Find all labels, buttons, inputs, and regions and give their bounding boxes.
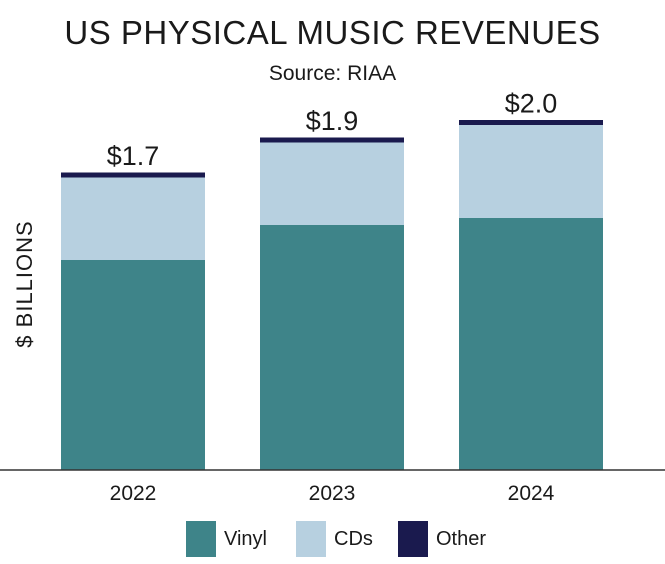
legend-label-other: Other [436,527,487,550]
total-label-2023: $1.9 [306,106,359,136]
legend: Vinyl CDs Other [0,521,665,561]
chart-title: US PHYSICAL MUSIC REVENUES [64,14,601,51]
legend-item-other: Other [398,521,486,557]
x-tick-2022: 2022 [110,482,157,505]
bar-cds-2024 [459,123,603,218]
legend-swatch-vinyl [186,521,216,557]
bar-vinyl-2024 [459,218,603,470]
bar-other-2024 [459,120,603,125]
bar-cds-2022 [61,176,205,260]
bar-vinyl-2023 [260,225,404,470]
total-label-2024: $2.0 [505,89,558,119]
x-tick-2024: 2024 [508,482,555,505]
legend-label-cds: CDs [334,527,373,550]
legend-item-vinyl: Vinyl [186,521,267,557]
legend-label-vinyl: Vinyl [224,527,267,550]
total-label-2022: $1.7 [107,141,160,171]
legend-swatch-cds [296,521,326,557]
chart-subtitle: Source: RIAA [268,62,397,85]
bar-other-2022 [61,172,205,178]
x-tick-2023: 2023 [309,482,356,505]
legend-swatch-other [398,521,428,557]
bar-cds-2023 [260,141,404,225]
y-axis-label: $ BILLIONS [12,220,37,347]
chart-area: $ BILLIONS $1.7 2022 $1.9 2023 $2.0 2024 [0,89,665,505]
legend-item-cds: CDs [296,521,373,557]
bar-vinyl-2022 [61,260,205,470]
bar-other-2023 [260,137,404,143]
